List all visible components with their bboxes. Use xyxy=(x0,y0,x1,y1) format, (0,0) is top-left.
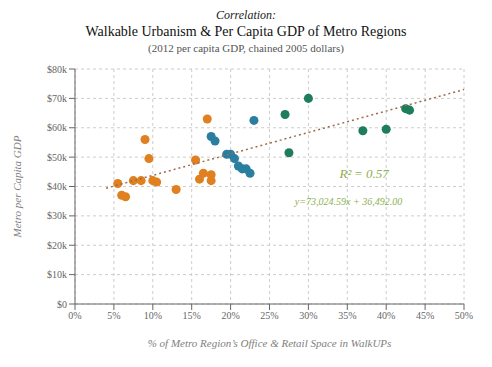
svg-text:15%: 15% xyxy=(183,310,201,321)
svg-text:0%: 0% xyxy=(68,310,81,321)
svg-text:$80k: $80k xyxy=(47,64,67,75)
svg-text:$30k: $30k xyxy=(47,210,67,221)
svg-text:30%: 30% xyxy=(299,310,317,321)
svg-text:25%: 25% xyxy=(260,310,278,321)
svg-text:$20k: $20k xyxy=(47,240,67,251)
svg-text:$0: $0 xyxy=(57,299,67,310)
svg-text:50%: 50% xyxy=(455,310,473,321)
svg-text:5%: 5% xyxy=(107,310,120,321)
svg-text:% of Metro Region’s Office & R: % of Metro Region’s Office & Retail Spac… xyxy=(148,337,392,349)
html-text:Walkable Urbanism & Per Capita: Walkable Urbanism & Per Capita GDP of Me… xyxy=(85,24,407,39)
svg-text:$50k: $50k xyxy=(47,152,67,163)
svg-text:45%: 45% xyxy=(416,310,434,321)
svg-text:40%: 40% xyxy=(377,310,395,321)
svg-text:35%: 35% xyxy=(338,310,356,321)
svg-text:$70k: $70k xyxy=(47,93,67,104)
html-text:R² = 0.57: R² = 0.57 xyxy=(339,166,389,182)
svg-text:$60k: $60k xyxy=(47,122,67,133)
html-text:y=73,024.59x + 36,492.00: y=73,024.59x + 36,492.00 xyxy=(294,195,403,207)
html-text:(2012 per capita GDP, chained: (2012 per capita GDP, chained 2005 dolla… xyxy=(148,42,344,54)
svg-text:20%: 20% xyxy=(221,310,239,321)
html-text:Correlation:: Correlation: xyxy=(215,8,277,22)
svg-text:10%: 10% xyxy=(144,310,162,321)
svg-text:Metro per Capita GDP: Metro per Capita GDP xyxy=(11,135,23,238)
svg-text:$10k: $10k xyxy=(47,269,67,280)
svg-text:$40k: $40k xyxy=(47,181,67,192)
